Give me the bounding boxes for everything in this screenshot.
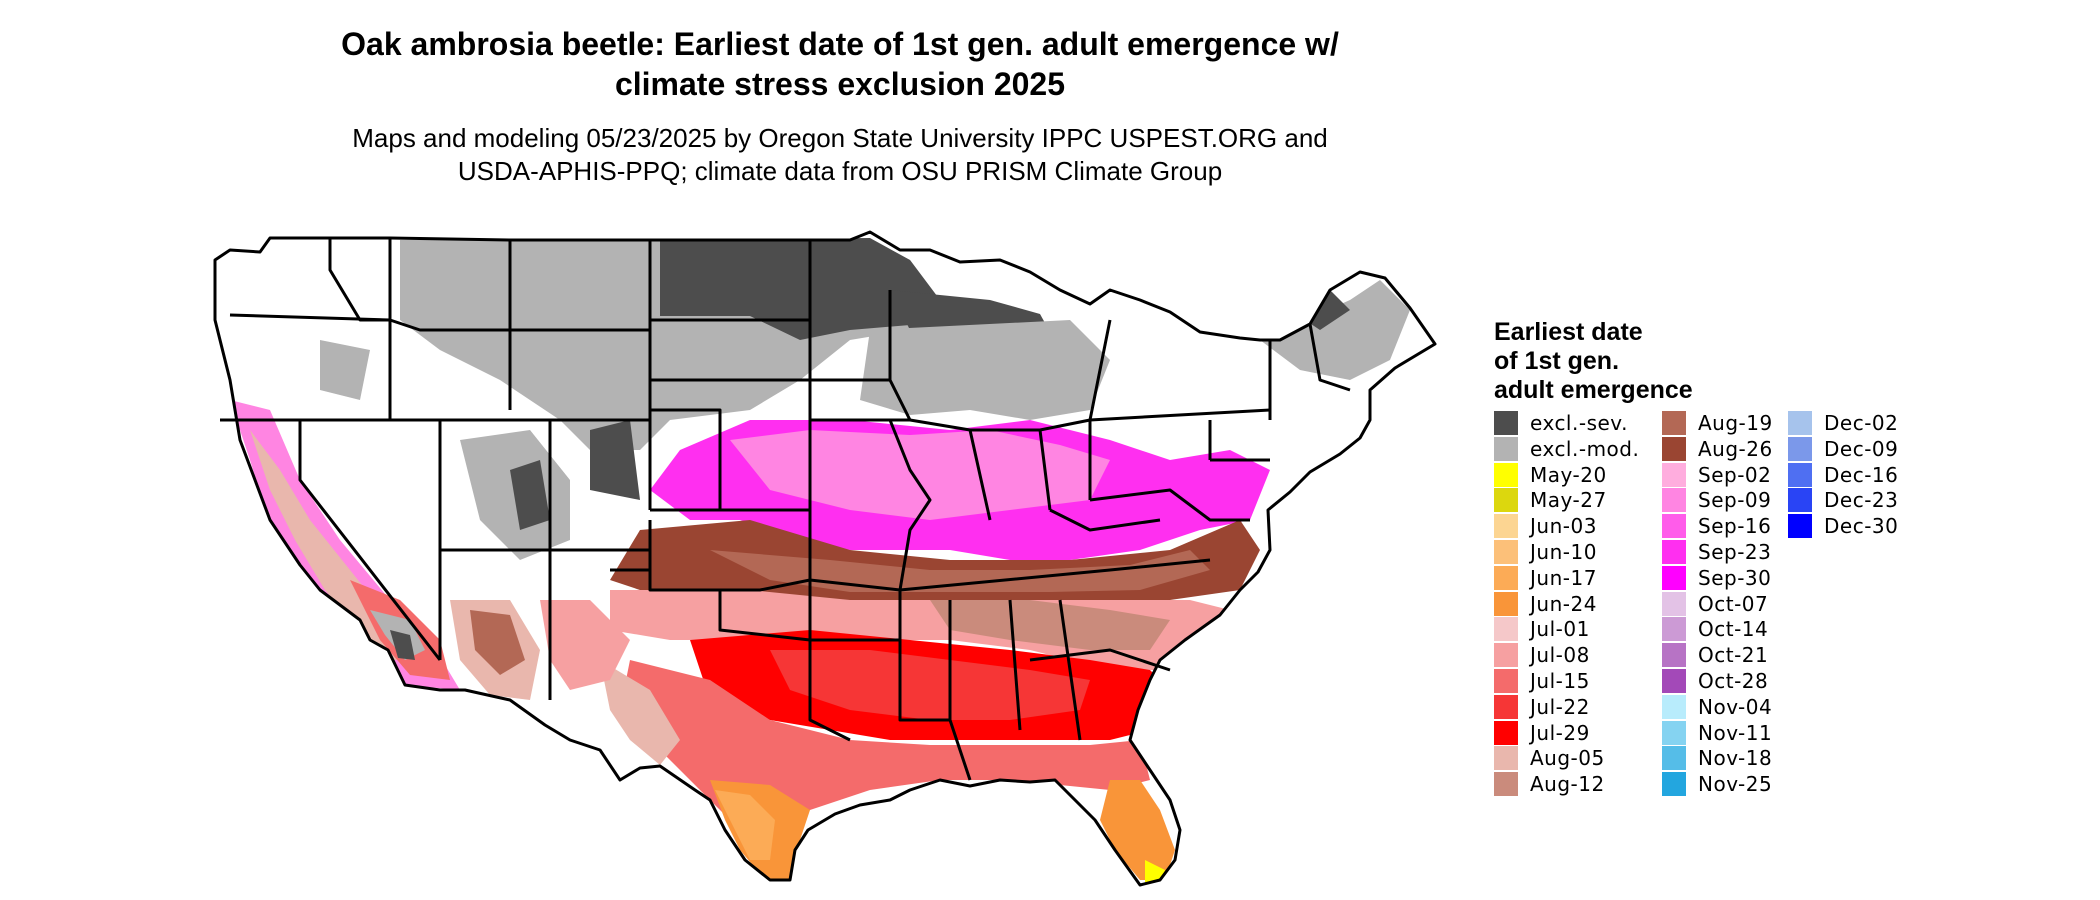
legend-swatch (1662, 694, 1686, 719)
legend-label: Sep-16 (1698, 514, 1772, 539)
legend-label: Nov-25 (1698, 772, 1773, 797)
legend-swatch (1788, 488, 1812, 513)
legend-label: Nov-04 (1698, 694, 1773, 719)
legend-swatch (1662, 514, 1686, 539)
legend-label: Nov-18 (1698, 746, 1773, 771)
legend-label: Jul-08 (1530, 643, 1590, 668)
legend-label: May-20 (1530, 462, 1607, 487)
legend-swatch (1662, 436, 1686, 461)
legend-label: Oct-07 (1698, 591, 1769, 616)
legend-swatch (1788, 411, 1812, 435)
legend-swatch (1662, 488, 1686, 513)
legend-title-line-3: adult emergence (1494, 376, 1693, 404)
legend-label: May-27 (1530, 488, 1607, 513)
legend-label: Jun-03 (1530, 514, 1597, 539)
map-title-line-2: climate stress exclusion 2025 (614, 66, 1066, 102)
legend-swatch (1494, 746, 1518, 771)
legend-label: Nov-11 (1698, 720, 1773, 745)
legend-swatch (1662, 772, 1686, 797)
legend-swatch (1494, 720, 1518, 745)
legend-swatch (1494, 436, 1518, 461)
legend-label: Jul-29 (1530, 720, 1590, 745)
legend-label: Jul-01 (1530, 617, 1590, 642)
legend-label: Oct-14 (1698, 617, 1769, 642)
legend-label: Dec-09 (1824, 436, 1899, 461)
legend-swatch (1662, 643, 1686, 668)
legend-swatch (1494, 694, 1518, 719)
legend-label: Jul-15 (1530, 668, 1590, 693)
legend-label: Oct-21 (1698, 643, 1769, 668)
legend-swatch (1662, 411, 1686, 435)
legend-label: Aug-12 (1530, 772, 1605, 797)
legend-title-line-2: of 1st gen. (1494, 347, 1620, 375)
legend-swatch (1662, 746, 1686, 771)
map-subtitle-line-1: Maps and modeling 05/23/2025 by Oregon S… (352, 123, 1328, 153)
legend-label: Dec-23 (1824, 488, 1899, 513)
legend-label: Oct-28 (1698, 668, 1769, 693)
legend-swatch (1494, 591, 1518, 616)
legend-label: Sep-30 (1698, 565, 1772, 590)
legend-swatch (1494, 772, 1518, 797)
legend-label: Jun-24 (1530, 591, 1597, 616)
legend-label: Jun-10 (1530, 539, 1597, 564)
legend-swatch (1494, 411, 1518, 435)
us-emergence-map (213, 230, 1437, 887)
legend-label: Sep-09 (1698, 488, 1772, 513)
legend-swatch (1494, 643, 1518, 668)
legend-label: Dec-30 (1824, 514, 1899, 539)
legend-label: Aug-05 (1530, 746, 1605, 771)
legend-swatch (1788, 514, 1812, 539)
legend-swatch (1494, 462, 1518, 487)
legend-label: Jul-22 (1530, 694, 1590, 719)
legend-swatch (1494, 539, 1518, 564)
legend-swatch (1494, 565, 1518, 590)
legend-label: Aug-26 (1698, 436, 1773, 461)
legend-label: Jun-17 (1530, 565, 1597, 590)
legend-swatch (1662, 720, 1686, 745)
legend-label: Sep-02 (1698, 462, 1772, 487)
legend-swatch (1494, 668, 1518, 693)
legend-label: Aug-19 (1698, 411, 1773, 435)
legend-swatch (1662, 668, 1686, 693)
map-subtitle-line-2: USDA-APHIS-PPQ; climate data from OSU PR… (457, 156, 1223, 186)
map-title-line-1: Oak ambrosia beetle: Earliest date of 1s… (341, 26, 1339, 62)
legend-swatch (1494, 617, 1518, 642)
legend-swatch (1788, 462, 1812, 487)
legend-swatch (1662, 617, 1686, 642)
legend-swatch (1662, 539, 1686, 564)
legend-label: Dec-02 (1824, 411, 1899, 435)
legend-label: Dec-16 (1824, 462, 1899, 487)
legend-title-line-1: Earliest date (1494, 318, 1643, 346)
legend-swatch (1662, 565, 1686, 590)
legend-label: excl.-mod. (1530, 436, 1640, 461)
legend-swatch (1494, 514, 1518, 539)
legend-swatch (1494, 488, 1518, 513)
legend-swatch (1788, 436, 1812, 461)
legend-swatch (1662, 462, 1686, 487)
legend-label: excl.-sev. (1530, 411, 1628, 435)
legend-label: Sep-23 (1698, 539, 1772, 564)
legend-swatch (1662, 591, 1686, 616)
